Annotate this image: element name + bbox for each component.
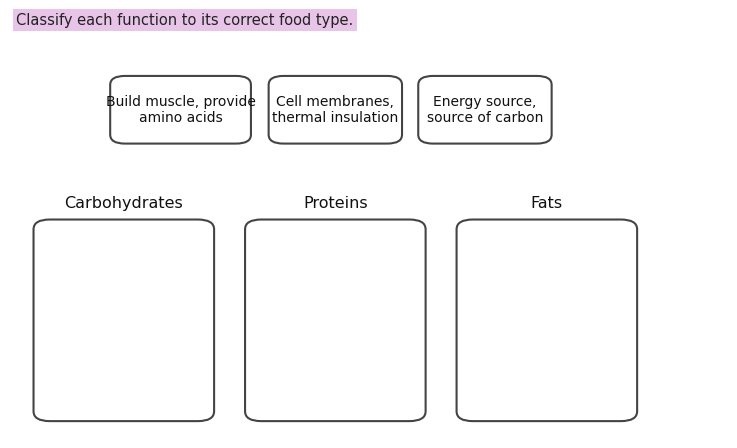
FancyBboxPatch shape: [111, 76, 251, 143]
Text: Fats: Fats: [531, 196, 563, 211]
FancyBboxPatch shape: [34, 220, 214, 421]
FancyBboxPatch shape: [245, 220, 426, 421]
Text: Proteins: Proteins: [303, 196, 368, 211]
Text: Classify each function to its correct food type.: Classify each function to its correct fo…: [16, 13, 354, 28]
FancyBboxPatch shape: [456, 220, 637, 421]
Text: Build muscle, provide
amino acids: Build muscle, provide amino acids: [105, 95, 256, 125]
FancyBboxPatch shape: [268, 76, 402, 143]
Text: Energy source,
source of carbon: Energy source, source of carbon: [427, 95, 543, 125]
FancyBboxPatch shape: [419, 76, 551, 143]
Text: Carbohydrates: Carbohydrates: [64, 196, 184, 211]
Text: Cell membranes,
thermal insulation: Cell membranes, thermal insulation: [272, 95, 399, 125]
